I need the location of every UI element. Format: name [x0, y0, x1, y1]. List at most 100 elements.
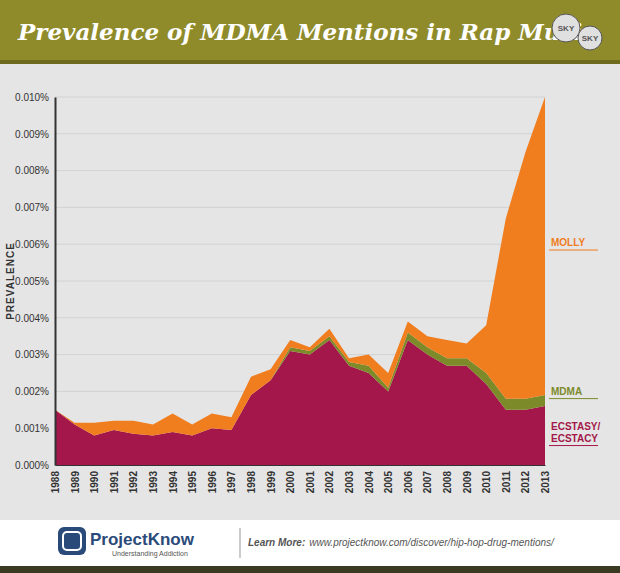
y-tick-label: 0.008%	[15, 165, 49, 176]
grid-line	[55, 281, 545, 282]
y-tick: 0.005%	[15, 276, 55, 287]
x-tick-label: 1995	[187, 471, 198, 494]
x-tick: 2009	[462, 465, 473, 493]
x-tick: 2006	[403, 465, 414, 493]
x-tick: 2003	[344, 465, 355, 493]
areas	[55, 97, 545, 465]
y-tick-label: 0.009%	[15, 129, 49, 140]
legend-underline	[549, 250, 598, 251]
y-tick-label: 0.004%	[15, 313, 49, 324]
footer-band	[0, 520, 620, 573]
logo: SKY SKY	[552, 14, 602, 50]
y-axis-title: PREVALENCE	[5, 242, 16, 320]
x-tick: 1992	[128, 465, 139, 493]
chart: Prevalence of MDMA Mentions in Rap Music…	[0, 0, 620, 573]
x-tick: 2012	[520, 465, 531, 493]
x-tick-label: 1992	[128, 471, 139, 494]
x-tick: 1996	[207, 465, 218, 493]
y-tick: 0.006%	[15, 239, 55, 250]
y-tick-label: 0.007%	[15, 202, 49, 213]
header-band	[0, 0, 620, 60]
x-tick-label: 1996	[207, 471, 218, 494]
y-tick-label: 0.006%	[15, 239, 49, 250]
grid-line	[55, 170, 545, 171]
x-tick-label: 2007	[422, 471, 433, 494]
title: Prevalence of MDMA Mentions in Rap Music	[17, 18, 596, 45]
y-tick: 0.001%	[15, 423, 55, 434]
y-tick-label: 0.002%	[15, 386, 49, 397]
x-tick: 2004	[364, 465, 375, 493]
x-tick: 1995	[187, 465, 198, 493]
footer-brand: ProjectKnow	[90, 530, 195, 549]
logo-circle	[552, 14, 580, 42]
grid-line	[55, 133, 545, 134]
x-tick: 1988	[50, 465, 61, 493]
x-tick-label: 2006	[403, 471, 414, 494]
x-tick: 2007	[422, 465, 433, 493]
plot-background	[0, 60, 620, 520]
logo-circle	[578, 26, 602, 50]
x-tick: 2002	[324, 465, 335, 493]
x-tick-label: 2012	[520, 471, 531, 494]
x-tick-label: 1998	[246, 471, 257, 494]
area	[55, 97, 545, 436]
x-tick: 1999	[266, 465, 277, 493]
x-tick-label: 2002	[324, 471, 335, 494]
x-tick-label: 2003	[344, 471, 355, 494]
footer-divider	[240, 528, 241, 558]
y-axis: 0.000% 0.001% 0.002% 0.003% 0.004% 0.005% 0.00…	[15, 92, 55, 471]
x-tick-label: 2011	[501, 471, 512, 493]
x-tick-label: 1997	[226, 471, 237, 494]
x-axis: 1988198919901991199219931994199519961997…	[50, 465, 551, 493]
footer-logo-icon	[58, 527, 86, 555]
x-tick-label: 1991	[109, 471, 120, 494]
legend-label: MOLLY	[551, 237, 585, 248]
x-axis-line	[56, 465, 546, 466]
legend-underline	[549, 445, 598, 446]
y-tick: 0.004%	[15, 313, 55, 324]
x-tick: 2013	[540, 465, 551, 493]
footer-tagline: Understanding Addiction	[112, 550, 188, 558]
x-tick: 1994	[168, 465, 179, 493]
x-tick: 2001	[305, 465, 316, 493]
logo-text: SKY	[558, 24, 575, 33]
x-tick: 2011	[501, 465, 512, 493]
footer: ProjectKnowUnderstanding Addiction Learn …	[0, 520, 620, 573]
grid	[55, 97, 545, 465]
grid-line	[55, 97, 545, 98]
x-tick-label: 2005	[383, 471, 394, 494]
x-tick: 2005	[383, 465, 394, 493]
y-tick-label: 0.010%	[15, 92, 49, 103]
x-tick: 1991	[109, 465, 120, 493]
y-tick: 0.008%	[15, 165, 55, 176]
x-tick: 1997	[226, 465, 237, 493]
x-tick-label: 2008	[442, 471, 453, 494]
x-tick-label: 2000	[285, 471, 296, 494]
y-tick-label: 0.003%	[15, 349, 49, 360]
x-tick-label: 2013	[540, 471, 551, 494]
logo-text: SKY	[582, 34, 599, 43]
legend-label: MDMA	[551, 386, 582, 397]
x-tick-label: 1993	[148, 471, 159, 494]
x-tick-label: 1990	[89, 471, 100, 494]
x-tick-label: 2010	[481, 471, 492, 494]
y-tick-label: 0.005%	[15, 276, 49, 287]
footer-learn-more: Learn More:	[248, 537, 305, 548]
y-tick: 0.010%	[15, 92, 55, 103]
grid-line	[55, 207, 545, 208]
x-tick-label: 2009	[462, 471, 473, 494]
x-tick-label: 1999	[266, 471, 277, 494]
x-tick-label: 2001	[305, 471, 316, 494]
footer-url: www.projectknow.com/discover/hip-hop-dru…	[309, 537, 555, 548]
y-axis-line	[55, 98, 57, 466]
footer-bottom-stripe	[0, 566, 620, 573]
x-tick-label: 2004	[364, 471, 375, 494]
footer-logo-icon-inner	[63, 532, 81, 550]
y-tick-label: 0.000%	[15, 460, 49, 471]
x-tick: 2008	[442, 465, 453, 493]
legend-underline	[549, 398, 598, 399]
y-tick: 0.003%	[15, 349, 55, 360]
x-tick-label: 1988	[50, 471, 61, 494]
footer-link-text: Learn More: www.projectknow.com/discover/…	[248, 537, 555, 548]
legend: ECSTASY/ECSTACYMDMAMOLLY	[549, 237, 600, 446]
